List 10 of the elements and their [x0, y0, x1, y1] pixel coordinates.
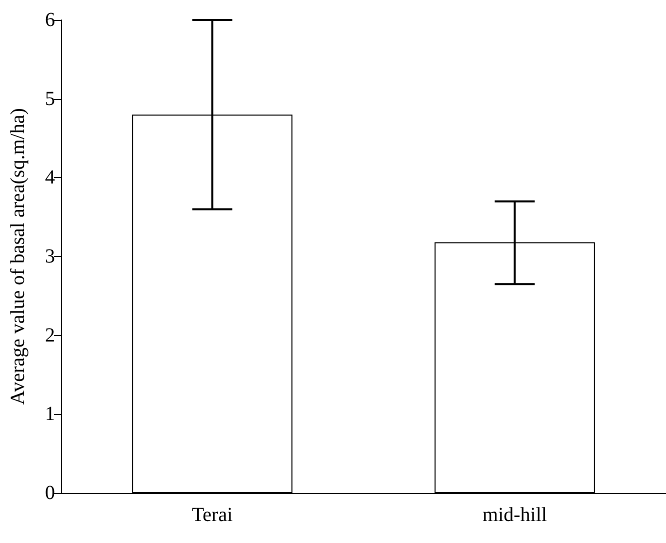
y-tick-label: 5	[45, 88, 55, 110]
y-tick-label: 1	[45, 403, 55, 426]
y-tick-label: 3	[45, 246, 55, 268]
y-axis-title: Average value of basal area(sq.m/ha)	[7, 108, 29, 405]
y-tick-label: 2	[45, 324, 55, 346]
y-tick-label: 6	[45, 9, 55, 31]
x-tick-label: Terai	[192, 504, 234, 526]
x-tick-label: mid-hill	[482, 504, 548, 526]
y-tick-label: 0	[45, 482, 55, 504]
y-tick-label: 4	[45, 166, 55, 189]
